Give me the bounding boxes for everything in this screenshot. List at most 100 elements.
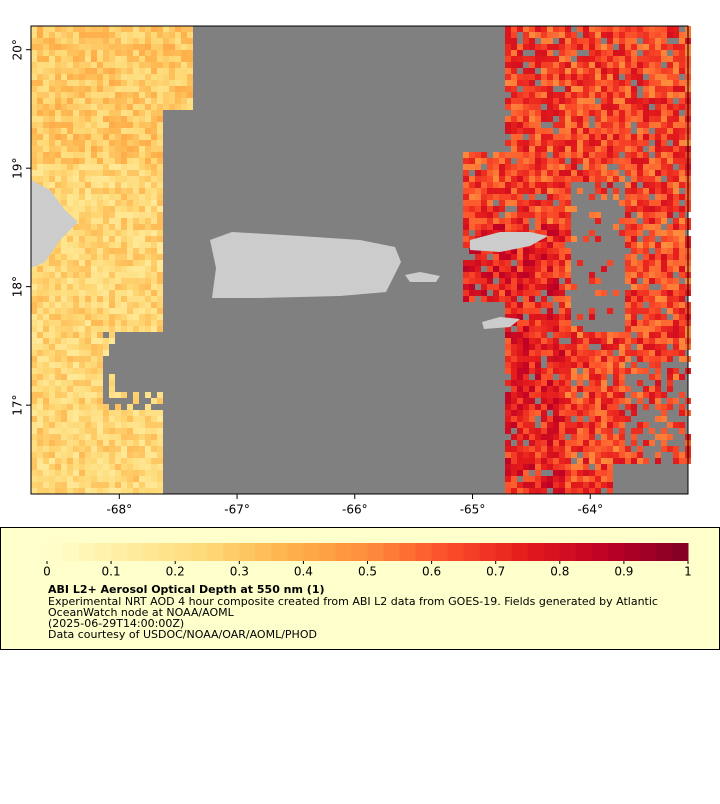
aod-pixel [55,434,61,440]
aod-pixel [67,74,73,80]
aod-pixel [607,362,613,368]
aod-pixel [109,308,115,314]
aod-pixel [565,248,571,254]
aod-pixel [529,338,535,344]
aod-pixel [97,296,103,302]
aod-pixel [115,452,121,458]
aod-pixel [49,380,55,386]
aod-pixel [553,404,559,410]
aod-pixel [61,86,67,92]
aod-pixel [73,152,79,158]
colorbar-swatch [671,543,689,561]
aod-pixel [97,314,103,320]
aod-pixel [151,218,157,224]
aod-pixel [73,470,79,476]
aod-pixel [61,326,67,332]
aod-pixel [127,470,133,476]
aod-pixel [661,356,667,362]
aod-pixel [67,416,73,422]
aod-pixel [535,176,541,182]
aod-pixel [613,356,619,362]
aod-pixel [589,314,595,320]
aod-pixel [169,80,175,86]
colorbar-swatch [303,543,320,561]
aod-pixel [463,272,469,278]
aod-pixel [511,404,517,410]
aod-pixel [505,284,511,290]
aod-pixel [613,362,619,368]
colorbar-swatch [383,543,401,561]
aod-pixel [139,470,145,476]
aod-pixel [511,62,517,68]
colorbar-swatch [431,543,449,561]
aod-pixel [649,224,655,230]
aod-pixel [619,368,625,374]
aod-pixel [109,338,115,344]
aod-pixel [595,128,601,134]
aod-pixel [553,482,559,488]
aod-pixel [43,86,49,92]
aod-pixel [649,344,655,350]
aod-pixel [79,182,85,188]
aod-pixel [517,434,523,440]
aod-pixel [505,464,511,470]
aod-pixel [583,164,589,170]
aod-pixel [157,248,163,254]
aod-pixel [121,422,127,428]
aod-pixel [523,146,529,152]
aod-pixel [103,488,109,494]
aod-pixel [55,464,61,470]
aod-pixel [583,386,589,392]
aod-pixel [661,116,667,122]
land [405,272,440,282]
aod-pixel [595,350,601,356]
aod-pixel [559,74,565,80]
aod-pixel [49,350,55,356]
aod-pixel [655,308,661,314]
aod-pixel [109,74,115,80]
aod-pixel [517,266,523,272]
aod-pixel [667,26,673,32]
aod-pixel [139,254,145,260]
aod-pixel [103,128,109,134]
aod-pixel [109,116,115,122]
colorbar-swatch [79,543,96,561]
aod-pixel [181,86,187,92]
aod-pixel [127,74,133,80]
aod-pixel [169,32,175,38]
aod-pixel [139,152,145,158]
aod-pixel [511,380,517,386]
aod-pixel [157,242,163,248]
aod-pixel [547,434,553,440]
aod-pixel [553,158,559,164]
aod-pixel [151,242,157,248]
aod-pixel [667,182,673,188]
aod-pixel [637,320,643,326]
aod-pixel [109,314,115,320]
aod-pixel [79,92,85,98]
aod-pixel [79,290,85,296]
aod-pixel [643,164,649,170]
aod-pixel [505,140,511,146]
aod-pixel [109,68,115,74]
aod-pixel [61,416,67,422]
aod-pixel [553,254,559,260]
aod-pixel [631,38,637,44]
aod-pixel [121,434,127,440]
aod-pixel [661,248,667,254]
aod-pixel [133,308,139,314]
aod-pixel [169,50,175,56]
aod-pixel [145,38,151,44]
aod-pixel [643,368,649,374]
aod-pixel [31,452,37,458]
aod-pixel [109,482,115,488]
aod-pixel [547,356,553,362]
aod-pixel [475,290,481,296]
aod-pixel [463,278,469,284]
aod-pixel [613,416,619,422]
aod-pixel [31,290,37,296]
aod-pixel [565,254,571,260]
aod-pixel [43,482,49,488]
aod-pixel [133,296,139,302]
aod-pixel [541,74,547,80]
